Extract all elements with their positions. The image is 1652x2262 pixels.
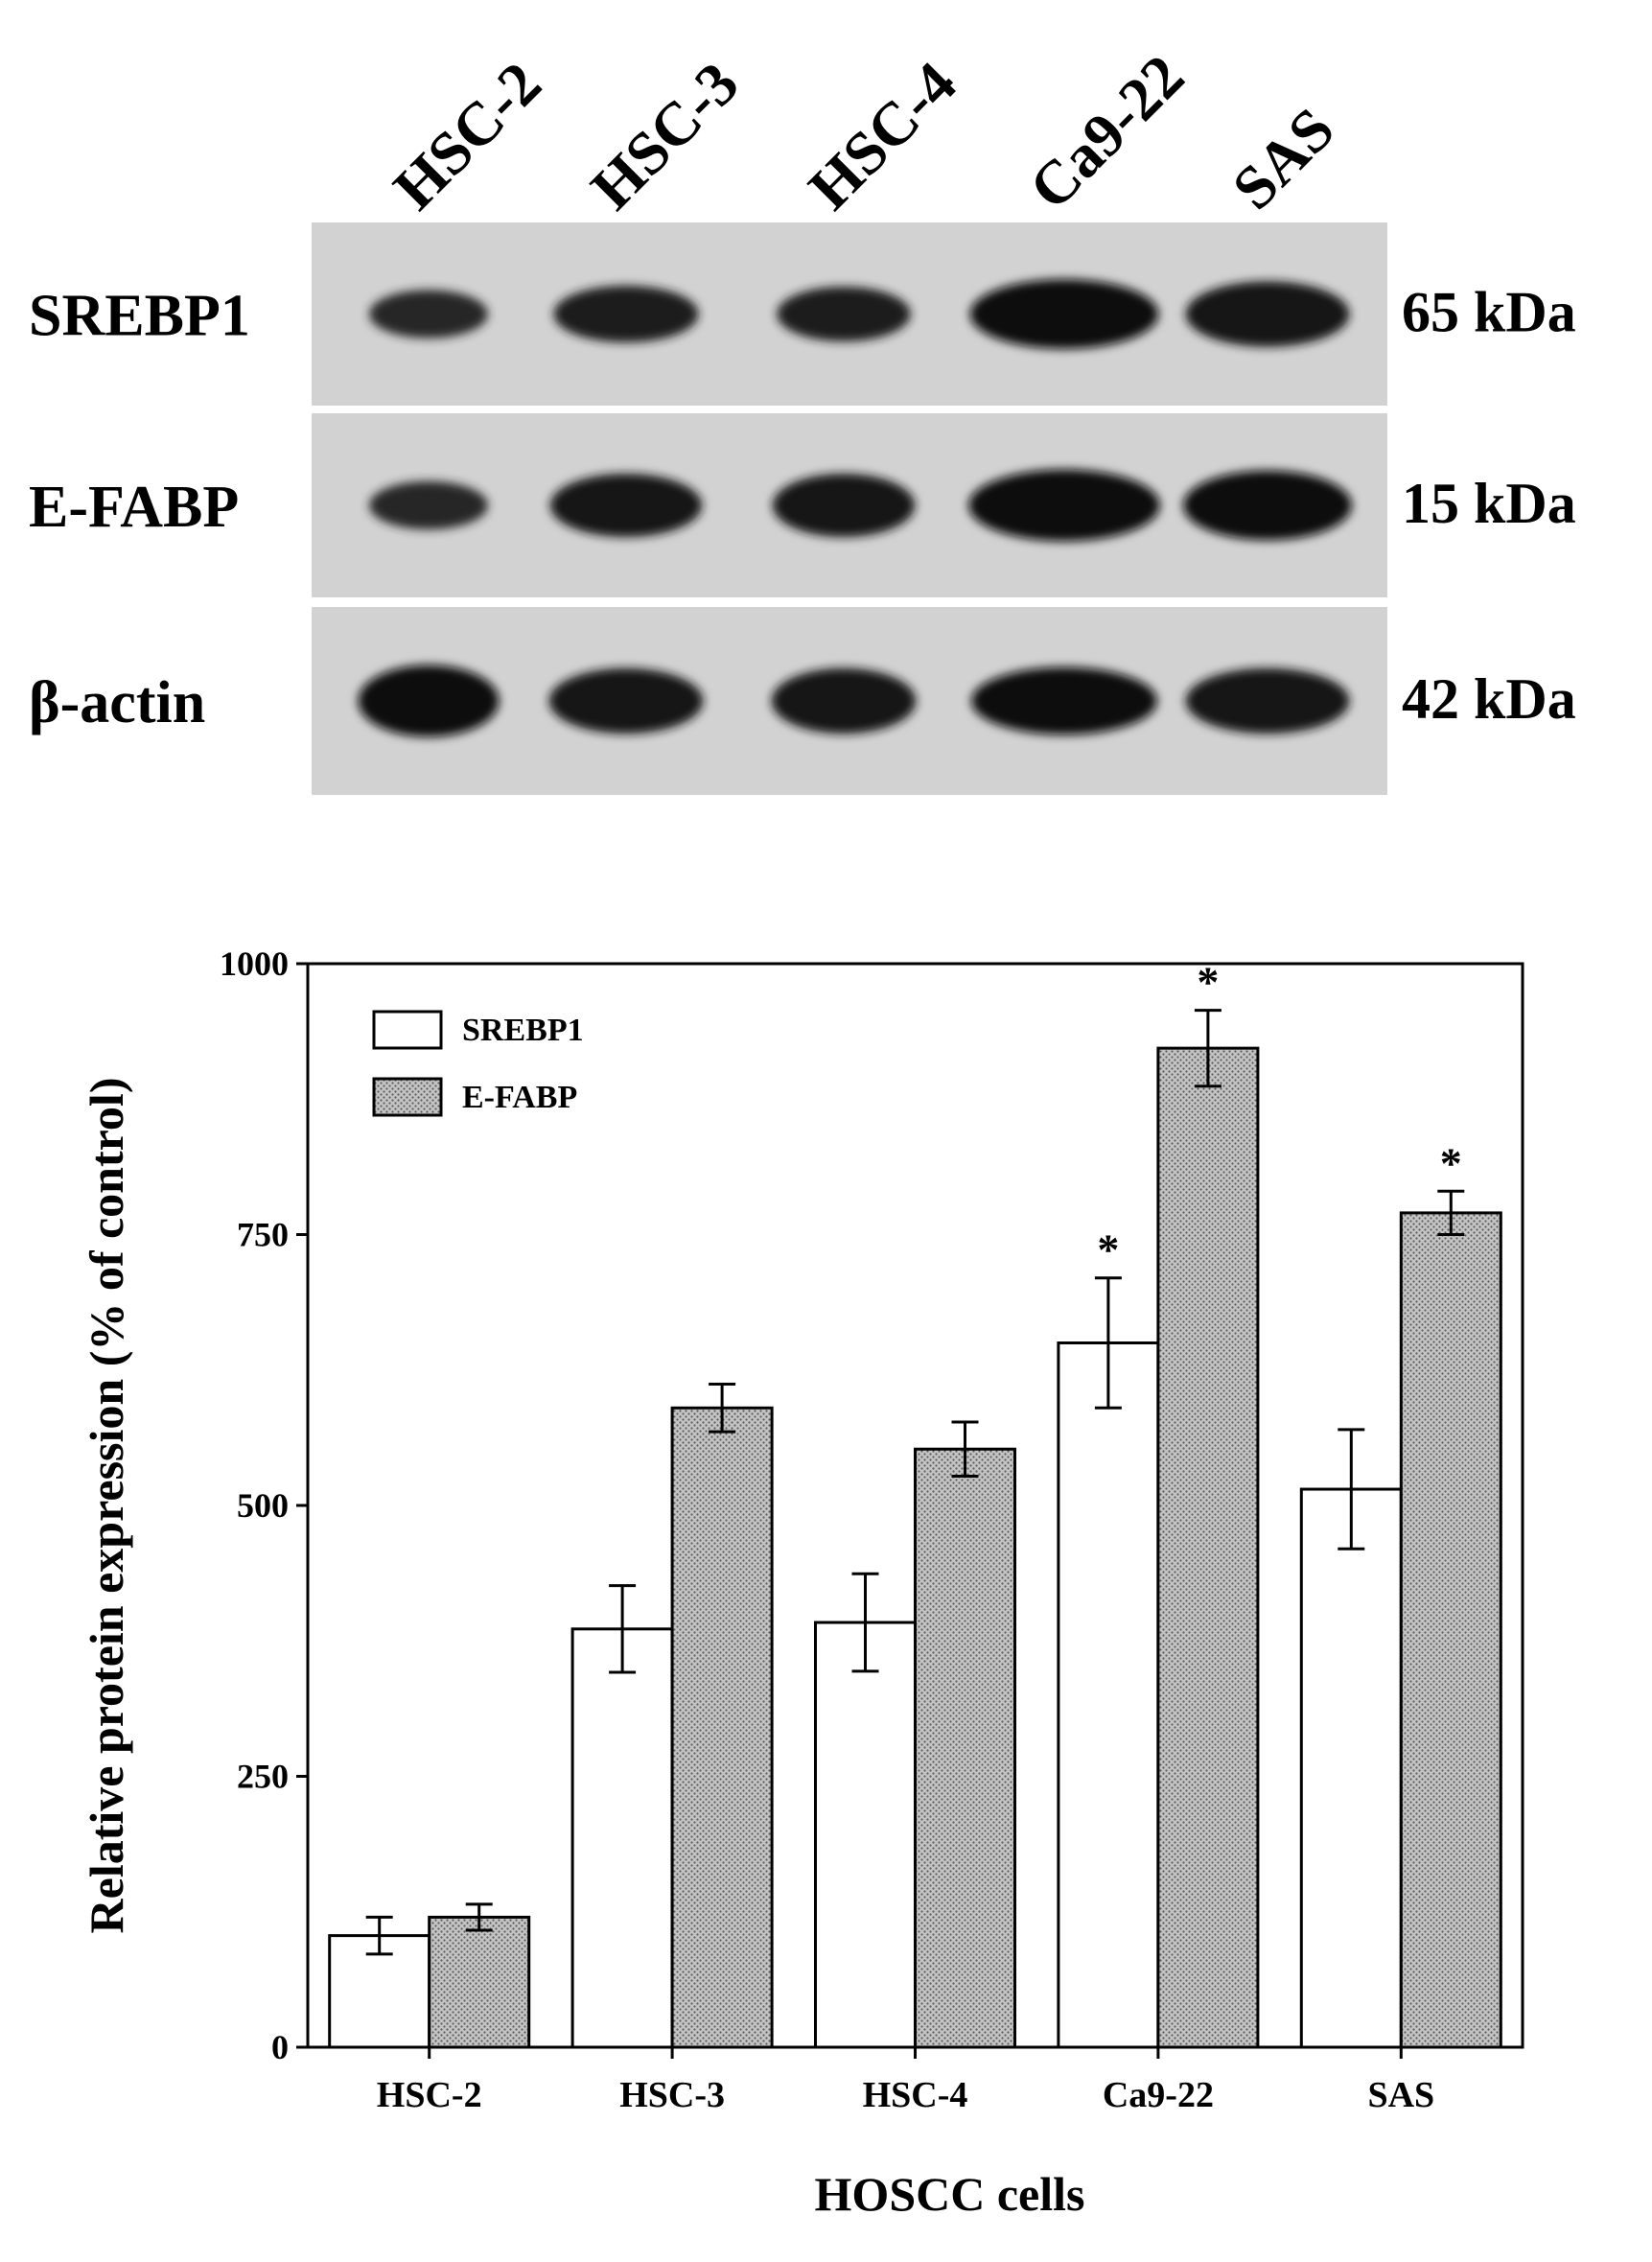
blot-band — [1185, 281, 1350, 347]
bar-chart: 0 250 500 750 1000 Relative protein expressio… — [80, 944, 1524, 2221]
x-tick-label: SAS — [1367, 2075, 1434, 2115]
x-tick-label: HSC-2 — [377, 2075, 482, 2115]
x-axis-label: HOSCC cells — [815, 2167, 1085, 2221]
x-tick-label: Ca9-22 — [1103, 2075, 1214, 2115]
blot-band — [1185, 667, 1350, 735]
y-tick-label: 500 — [237, 1486, 289, 1525]
blot-band — [968, 469, 1160, 542]
blot-band — [553, 285, 699, 343]
y-tick-label: 1000 — [220, 944, 289, 983]
y-tick-label: 750 — [237, 1216, 289, 1254]
significance-mark: * — [1440, 1138, 1462, 1187]
x-tick-label: HSC-4 — [863, 2075, 968, 2115]
blot-band — [549, 474, 703, 537]
blot-band — [358, 665, 500, 737]
lane-label: Ca9-22 — [1016, 41, 1197, 222]
efabp-bar — [1156, 1046, 1260, 2049]
blot-band — [777, 287, 911, 341]
significance-mark: * — [1197, 958, 1219, 1007]
blot-band — [969, 279, 1159, 349]
y-axis-label: Relative protein expression (% of contro… — [80, 1078, 133, 1934]
efabp-bar — [914, 1447, 1016, 2049]
protein-label: E-FABP — [29, 475, 239, 540]
efabp-bar — [428, 1915, 531, 2049]
y-tick-label: 0 — [271, 2028, 289, 2066]
protein-label: β-actin — [29, 670, 205, 735]
legend-swatch — [372, 1010, 443, 1050]
mw-label: 42 kDa — [1402, 667, 1576, 731]
western-blot: HSC-2 HSC-3 HSC-4 Ca9-22 SAS SREBP1 65 kDa E-FA… — [29, 41, 1576, 795]
lane-label: HSC-4 — [796, 49, 969, 222]
lane-label: HSC-2 — [381, 49, 554, 222]
legend-swatch — [372, 1077, 443, 1117]
srebp1-bar — [1299, 1487, 1403, 2049]
blot-band — [369, 480, 488, 530]
mw-label: 65 kDa — [1402, 281, 1576, 344]
blot-band — [971, 666, 1157, 735]
srebp1-bar — [1057, 1341, 1160, 2049]
efabp-bar — [1399, 1211, 1502, 2049]
efabp-bar — [670, 1406, 774, 2049]
protein-label: SREBP1 — [29, 284, 250, 349]
legend-label: SREBP1 — [462, 1013, 584, 1048]
y-tick-label: 250 — [237, 1758, 289, 1796]
lane-label: SAS — [1220, 95, 1347, 222]
srebp1-bar — [570, 1627, 674, 2049]
srebp1-bar — [814, 1621, 917, 2049]
blot-band — [369, 290, 488, 338]
significance-mark: * — [1097, 1225, 1119, 1274]
blot-band — [772, 474, 916, 537]
lane-label: HSC-3 — [578, 49, 752, 222]
blot-band — [1183, 470, 1352, 541]
mw-label: 15 kDa — [1402, 472, 1576, 535]
blot-band — [548, 667, 704, 735]
legend-label: E-FABP — [462, 1080, 577, 1115]
x-tick-label: HSC-3 — [619, 2075, 725, 2115]
blot-band — [771, 667, 917, 735]
